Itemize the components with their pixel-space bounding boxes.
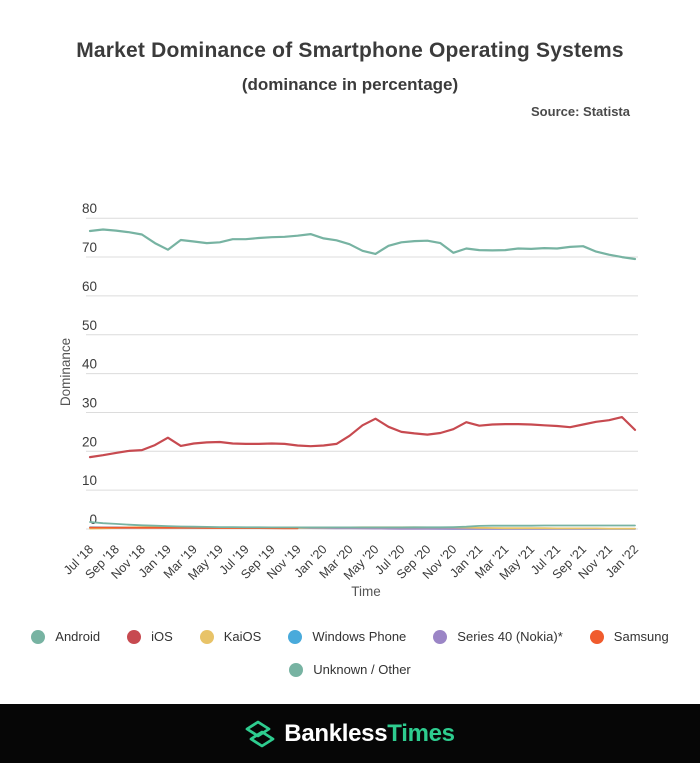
legend-label: Series 40 (Nokia)* xyxy=(457,629,563,644)
legend-row-1: Android iOS KaiOS Windows Phone Series 40 (N… xyxy=(0,629,700,644)
legend-item-kaios[interactable]: KaiOS xyxy=(199,629,262,644)
legend-swatch-icon xyxy=(433,629,448,644)
legend-label: iOS xyxy=(151,629,173,644)
y-tick-label: 20 xyxy=(82,434,97,449)
brand-name-first: Bankless xyxy=(284,719,388,747)
x-axis-title: Time xyxy=(351,584,381,599)
series-line-ios xyxy=(88,416,637,459)
y-axis-title: Dominance xyxy=(58,338,73,406)
y-tick-label: 80 xyxy=(82,201,97,216)
layers-diamond-icon xyxy=(245,720,275,747)
brand-logo: BanklessTimes xyxy=(245,719,455,749)
legend-swatch-icon xyxy=(589,629,604,644)
source-attribution: Source: Statista xyxy=(531,104,630,119)
legend-label: KaiOS xyxy=(223,629,262,644)
legend-item-ios[interactable]: iOS xyxy=(127,629,173,644)
legend-swatch-icon xyxy=(288,629,303,644)
legend-swatch-icon xyxy=(289,662,304,677)
series-line-unknown-other xyxy=(89,521,636,529)
y-tick-label: 40 xyxy=(82,357,97,372)
brand-name: BanklessTimes xyxy=(284,719,455,748)
y-tick-label: 10 xyxy=(82,473,97,488)
legend-item-samsung[interactable]: Samsung xyxy=(589,629,669,644)
legend-item-android[interactable]: Android xyxy=(31,629,100,644)
legend-swatch-icon xyxy=(31,629,46,644)
legend-item-unknown-other[interactable]: Unknown / Other xyxy=(289,662,411,677)
legend-item-series-40-nokia[interactable]: Series 40 (Nokia)* xyxy=(433,629,563,644)
y-tick-label: 30 xyxy=(82,395,97,410)
legend-swatch-icon xyxy=(199,629,214,644)
legend-row-2: Unknown / Other xyxy=(0,662,700,677)
series-line-android xyxy=(88,228,637,261)
legend-item-windows-phone[interactable]: Windows Phone xyxy=(288,629,406,644)
legend-label: Android xyxy=(55,629,101,644)
y-tick-label: 0 xyxy=(89,512,97,527)
legend-swatch-icon xyxy=(127,629,142,644)
footer-bar: BanklessTimes xyxy=(0,704,700,763)
chart-title: Market Dominance of Smartphone Operating… xyxy=(76,39,624,62)
chart-subtitle: (dominance in percentage) xyxy=(241,75,459,94)
brand-name-second: Times xyxy=(387,719,455,747)
y-tick-label: 70 xyxy=(82,240,97,255)
y-tick-label: 50 xyxy=(82,318,97,333)
legend-label: Unknown / Other xyxy=(313,662,411,677)
y-tick-label: 60 xyxy=(82,279,97,294)
legend-label: Windows Phone xyxy=(312,629,407,644)
legend-label: Samsung xyxy=(613,629,669,644)
